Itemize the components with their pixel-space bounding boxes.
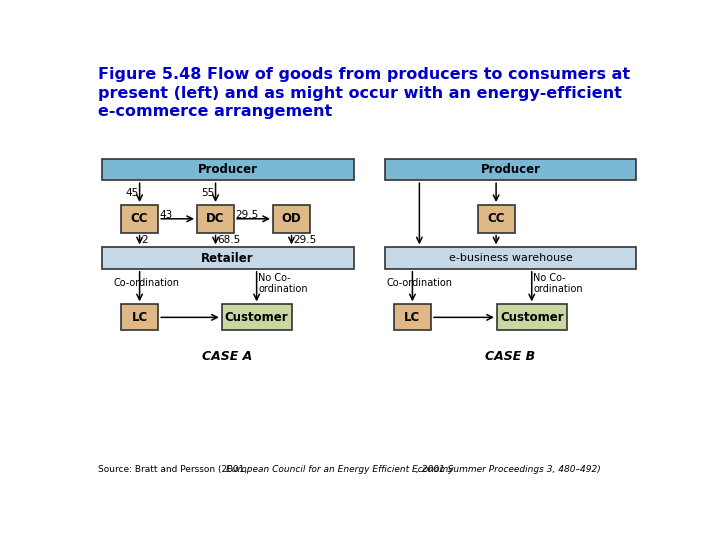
Text: 68.5: 68.5 (217, 235, 240, 245)
Text: , 2001 Summer Proceedings 3, 480–492): , 2001 Summer Proceedings 3, 480–492) (415, 465, 600, 475)
Text: OD: OD (282, 212, 302, 225)
FancyBboxPatch shape (273, 205, 310, 233)
FancyBboxPatch shape (497, 304, 567, 330)
FancyBboxPatch shape (102, 247, 354, 269)
Text: Customer: Customer (500, 311, 564, 324)
FancyBboxPatch shape (384, 159, 636, 180)
FancyBboxPatch shape (384, 247, 636, 269)
Text: 29.5: 29.5 (293, 235, 316, 245)
Text: e-business warehouse: e-business warehouse (449, 253, 572, 263)
FancyBboxPatch shape (477, 205, 515, 233)
Text: Source: Bratt and Persson (2001,: Source: Bratt and Persson (2001, (98, 465, 250, 475)
Text: Co-ordination: Co-ordination (113, 279, 179, 288)
FancyBboxPatch shape (102, 159, 354, 180)
Text: CASE B: CASE B (485, 350, 536, 363)
Text: Producer: Producer (480, 163, 541, 176)
FancyBboxPatch shape (121, 205, 158, 233)
Text: European Council for an Energy Efficient Economy: European Council for an Energy Efficient… (225, 465, 454, 475)
Text: LC: LC (132, 311, 148, 324)
FancyBboxPatch shape (222, 304, 292, 330)
Text: DC: DC (207, 212, 225, 225)
Text: CC: CC (131, 212, 148, 225)
Text: 55: 55 (202, 187, 215, 198)
FancyBboxPatch shape (121, 304, 158, 330)
Text: No Co-
ordination: No Co- ordination (258, 273, 308, 294)
Text: 43: 43 (160, 210, 173, 220)
Text: CC: CC (487, 212, 505, 225)
Text: LC: LC (404, 311, 420, 324)
Text: No Co-
ordination: No Co- ordination (534, 273, 583, 294)
Text: Retailer: Retailer (202, 252, 254, 265)
Text: Figure 5.48 Flow of goods from producers to consumers at
present (left) and as m: Figure 5.48 Flow of goods from producers… (98, 67, 630, 119)
Text: 29.5: 29.5 (235, 210, 259, 220)
Text: 2: 2 (141, 235, 148, 245)
Text: Customer: Customer (225, 311, 289, 324)
Text: 45: 45 (126, 187, 139, 198)
FancyBboxPatch shape (197, 205, 234, 233)
Text: CASE A: CASE A (202, 350, 253, 363)
Text: Co-ordination: Co-ordination (386, 279, 452, 288)
Text: Producer: Producer (197, 163, 258, 176)
FancyBboxPatch shape (394, 304, 431, 330)
